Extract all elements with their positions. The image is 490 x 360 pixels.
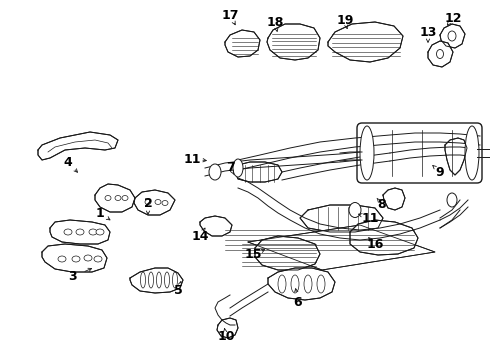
- Polygon shape: [38, 132, 118, 160]
- Ellipse shape: [115, 195, 121, 201]
- Text: 3: 3: [68, 270, 76, 284]
- Text: 17: 17: [221, 9, 239, 22]
- Text: 11: 11: [183, 153, 201, 166]
- Text: 10: 10: [217, 330, 235, 343]
- Polygon shape: [42, 244, 107, 272]
- Ellipse shape: [145, 199, 151, 204]
- Text: 4: 4: [64, 156, 73, 168]
- Polygon shape: [445, 138, 467, 175]
- Ellipse shape: [233, 159, 243, 177]
- Ellipse shape: [465, 126, 479, 180]
- Polygon shape: [267, 24, 320, 60]
- Polygon shape: [268, 268, 335, 300]
- Text: 6: 6: [294, 296, 302, 309]
- Ellipse shape: [64, 229, 72, 235]
- Text: 14: 14: [191, 230, 209, 243]
- Text: 9: 9: [436, 166, 444, 179]
- Polygon shape: [95, 184, 135, 212]
- Polygon shape: [235, 162, 282, 182]
- Polygon shape: [130, 268, 183, 293]
- Polygon shape: [248, 225, 435, 270]
- Text: 2: 2: [144, 197, 152, 210]
- Polygon shape: [350, 220, 418, 255]
- Ellipse shape: [209, 164, 221, 180]
- Ellipse shape: [162, 201, 168, 206]
- Text: 12: 12: [444, 12, 462, 24]
- Text: 16: 16: [367, 238, 384, 251]
- Ellipse shape: [94, 256, 102, 262]
- Text: 11: 11: [361, 212, 379, 225]
- Polygon shape: [440, 24, 465, 48]
- Ellipse shape: [349, 202, 361, 217]
- Text: 13: 13: [419, 26, 437, 39]
- Text: 5: 5: [173, 284, 182, 297]
- FancyBboxPatch shape: [357, 123, 482, 183]
- Ellipse shape: [72, 256, 80, 262]
- Text: 19: 19: [336, 14, 354, 27]
- Ellipse shape: [447, 193, 457, 207]
- Text: 15: 15: [244, 248, 262, 261]
- Ellipse shape: [122, 195, 128, 201]
- Polygon shape: [383, 188, 405, 210]
- Ellipse shape: [96, 229, 104, 235]
- Ellipse shape: [448, 31, 456, 41]
- Ellipse shape: [58, 256, 66, 262]
- Polygon shape: [300, 205, 383, 232]
- Ellipse shape: [76, 229, 84, 235]
- Polygon shape: [50, 220, 110, 244]
- Text: 18: 18: [266, 15, 284, 28]
- Ellipse shape: [437, 50, 443, 59]
- Polygon shape: [225, 30, 260, 57]
- Ellipse shape: [84, 255, 92, 261]
- Polygon shape: [328, 22, 403, 62]
- Ellipse shape: [360, 126, 374, 180]
- Polygon shape: [134, 190, 175, 215]
- Text: 7: 7: [225, 161, 234, 174]
- Text: 1: 1: [96, 207, 104, 220]
- Polygon shape: [428, 41, 453, 67]
- Ellipse shape: [155, 199, 161, 204]
- Polygon shape: [200, 216, 232, 236]
- Polygon shape: [217, 318, 238, 338]
- Text: 8: 8: [378, 198, 386, 211]
- Ellipse shape: [105, 195, 111, 201]
- Polygon shape: [255, 236, 320, 270]
- Ellipse shape: [89, 229, 97, 235]
